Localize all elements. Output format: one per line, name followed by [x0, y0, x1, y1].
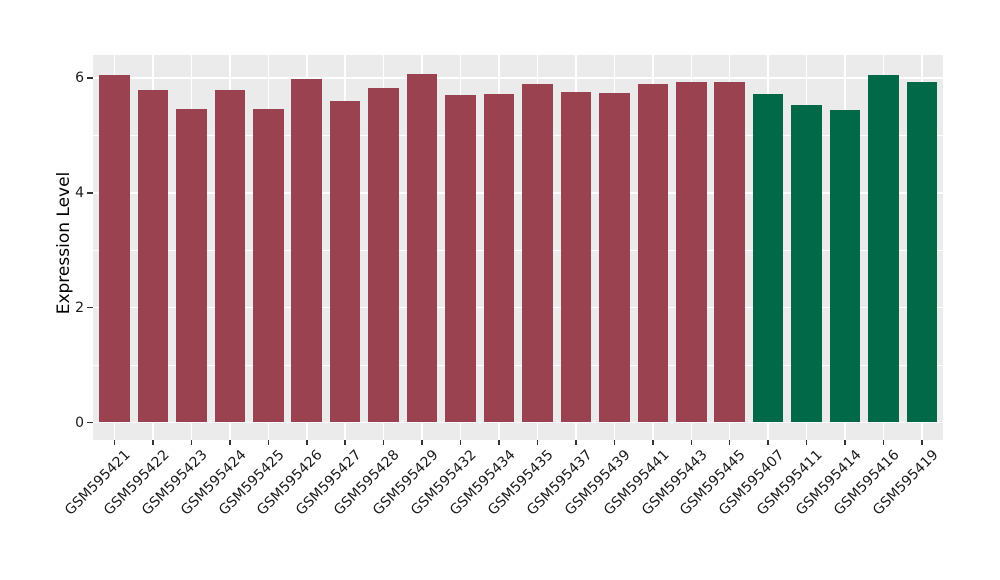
bar-GSM595421	[99, 74, 130, 423]
major-gridline	[93, 306, 943, 309]
x-tick-mark	[152, 440, 154, 445]
y-tick-mark	[86, 77, 93, 79]
minor-gridline	[93, 135, 943, 136]
bar-GSM595416	[868, 75, 899, 423]
y-tick-mark	[86, 421, 93, 424]
bar-GSM595427	[329, 101, 361, 423]
bar-GSM595422	[137, 89, 169, 423]
x-tick-mark	[767, 440, 769, 445]
bar-GSM595425	[253, 109, 284, 423]
x-tick-mark	[421, 440, 423, 445]
bar-GSM595437	[560, 92, 592, 423]
bar-GSM595439	[599, 93, 630, 423]
x-tick-mark	[229, 440, 231, 445]
minor-gridline	[93, 249, 943, 251]
bar-GSM595426	[291, 79, 323, 423]
bar-GSM595419	[906, 82, 938, 423]
major-gridline	[93, 192, 943, 194]
x-tick-mark	[498, 440, 500, 445]
x-tick-mark	[728, 440, 731, 445]
y-tick-mark	[86, 306, 93, 309]
x-tick-mark	[267, 440, 270, 445]
x-tick-mark	[652, 440, 654, 445]
x-tick-mark	[190, 440, 193, 445]
y-tick-mark	[86, 192, 93, 194]
x-tick-label: GSM595421	[62, 447, 134, 519]
major-gridline	[93, 77, 943, 79]
x-tick-mark	[921, 440, 923, 445]
bar-GSM595411	[791, 104, 822, 423]
x-tick-mark	[536, 440, 539, 445]
bar-GSM595407	[752, 94, 784, 423]
x-tick-mark	[344, 440, 346, 445]
x-tick-mark	[306, 440, 308, 445]
bar-GSM595423	[176, 109, 207, 423]
major-gridline	[93, 421, 943, 424]
x-tick-mark	[882, 440, 885, 445]
bar-GSM595429	[406, 74, 438, 423]
x-tick-mark	[382, 440, 385, 445]
x-tick-mark	[459, 440, 462, 445]
x-tick-mark	[805, 440, 808, 445]
y-tick-label: 0	[75, 414, 84, 431]
bar-GSM595443	[675, 81, 707, 423]
y-tick-label: 6	[75, 70, 84, 87]
bar-GSM595435	[522, 83, 553, 423]
x-tick-mark	[575, 440, 577, 445]
y-tick-label: 4	[75, 184, 84, 201]
bar-GSM595445	[714, 81, 745, 423]
bar-GSM595424	[214, 90, 246, 423]
bar-GSM595441	[637, 84, 669, 423]
x-tick-mark	[690, 440, 692, 445]
x-tick-mark	[844, 440, 846, 445]
y-tick-label: 2	[75, 299, 84, 316]
bar-GSM595414	[829, 109, 861, 423]
bar-GSM595432	[445, 94, 476, 423]
plot-panel	[93, 55, 943, 440]
bar-GSM595428	[368, 87, 399, 423]
x-tick-mark	[613, 440, 616, 445]
minor-gridline	[93, 364, 943, 366]
bar-GSM595434	[483, 93, 515, 423]
x-tick-mark	[113, 440, 116, 445]
